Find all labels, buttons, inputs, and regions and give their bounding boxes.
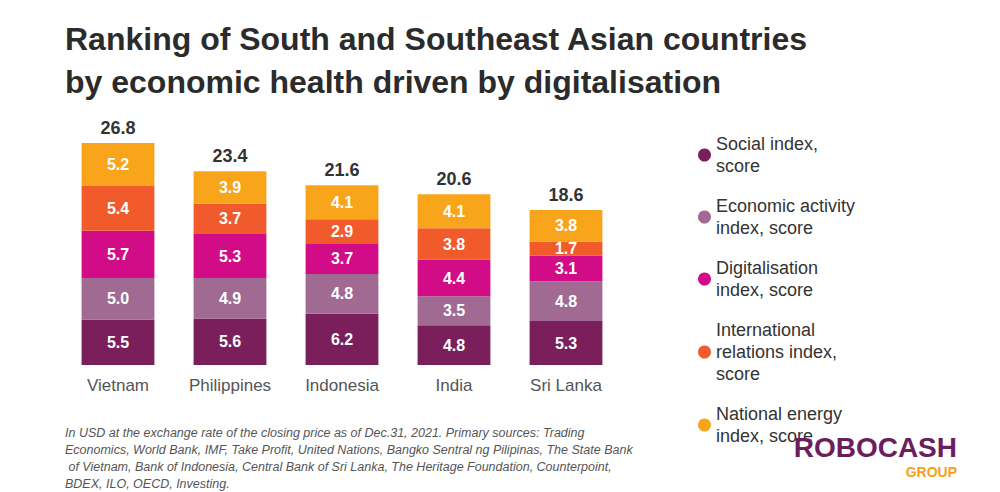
svg-text:5.5: 5.5	[107, 334, 129, 351]
svg-text:1.7: 1.7	[555, 240, 577, 257]
svg-text:4.8: 4.8	[443, 337, 465, 354]
svg-text:4.1: 4.1	[443, 203, 465, 220]
svg-text:index, score: index, score	[716, 218, 813, 238]
svg-text:In USD at the exchange rate of: In USD at the exchange rate of the closi…	[65, 426, 588, 440]
svg-text:Ranking of South and Southeast: Ranking of South and Southeast Asian cou…	[65, 21, 816, 57]
svg-text:20.6: 20.6	[436, 169, 471, 189]
svg-text:5.4: 5.4	[107, 200, 129, 217]
svg-text:Digitalisation: Digitalisation	[716, 258, 823, 278]
svg-text:4.8: 4.8	[555, 293, 577, 310]
svg-text:4.4: 4.4	[443, 270, 465, 287]
svg-text:score: score	[716, 156, 760, 176]
svg-text:index, score: index, score	[716, 426, 814, 446]
svg-text:BDEX, ILO, OECD, Investing.: BDEX, ILO, OECD, Investing.	[65, 477, 230, 491]
svg-text:Economic activity: Economic activity	[716, 196, 860, 216]
svg-text:3.8: 3.8	[555, 217, 577, 234]
svg-text:5.6: 5.6	[219, 333, 241, 350]
svg-text:5.3: 5.3	[555, 335, 577, 352]
svg-text:3.1: 3.1	[555, 260, 577, 277]
svg-text:26.8: 26.8	[100, 118, 135, 138]
svg-text:18.6: 18.6	[548, 185, 583, 205]
svg-text:International: International	[716, 320, 820, 340]
svg-text:3.7: 3.7	[219, 210, 241, 227]
svg-text:3.9: 3.9	[219, 179, 241, 196]
svg-text:4.9: 4.9	[219, 290, 241, 307]
svg-text:23.4: 23.4	[212, 146, 247, 166]
svg-text:3.7: 3.7	[331, 250, 353, 267]
svg-text:National energy: National energy	[716, 404, 847, 424]
svg-text:5.0: 5.0	[107, 290, 129, 307]
svg-text:score: score	[716, 364, 760, 384]
svg-text:Philippines: Philippines	[189, 376, 271, 395]
svg-text:3.5: 3.5	[443, 302, 465, 319]
svg-text:5.7: 5.7	[107, 246, 129, 263]
svg-text:6.2: 6.2	[331, 331, 353, 348]
svg-text:2.9: 2.9	[331, 223, 353, 240]
svg-text:Economics, World Bank, IMF, Ta: Economics, World Bank, IMF, Take Profit,…	[65, 443, 633, 457]
svg-text:Vietnam: Vietnam	[87, 376, 149, 395]
svg-text:3.8: 3.8	[443, 236, 465, 253]
svg-text:21.6: 21.6	[324, 160, 359, 180]
svg-text:by economic health driven by d: by economic health driven by digitalisat…	[65, 64, 721, 100]
svg-text:relations index,: relations index,	[716, 342, 842, 362]
svg-text:GROUP: GROUP	[906, 464, 957, 480]
svg-text:Social index,: Social index,	[716, 134, 823, 154]
svg-text:5.3: 5.3	[219, 248, 241, 265]
svg-text:Indonesia: Indonesia	[305, 376, 379, 395]
svg-text:India: India	[436, 376, 473, 395]
svg-text:of Vietnam, Bank of Indonesia,: of Vietnam, Bank of Indonesia, Central B…	[65, 460, 615, 474]
svg-text:5.2: 5.2	[107, 156, 129, 173]
svg-text:index, score: index, score	[716, 280, 813, 300]
svg-text:Sri Lanka: Sri Lanka	[530, 376, 602, 395]
svg-text:4.1: 4.1	[331, 194, 353, 211]
svg-text:4.8: 4.8	[331, 285, 353, 302]
svg-text:ROBOCASH: ROBOCASH	[794, 432, 957, 463]
